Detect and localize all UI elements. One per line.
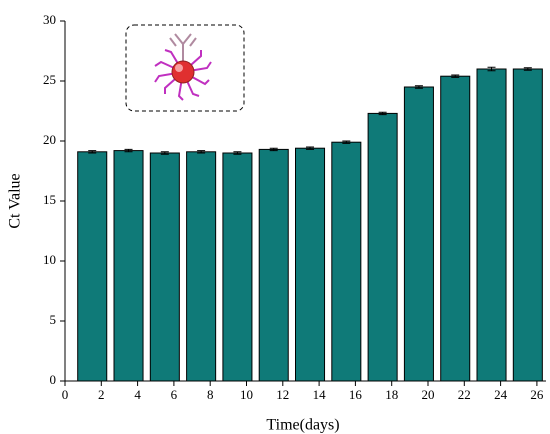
bar xyxy=(513,69,542,381)
x-axis-title: Time(days) xyxy=(266,417,339,434)
y-tick-label: 5 xyxy=(50,312,57,327)
x-tick-label: 24 xyxy=(494,387,508,402)
highlight xyxy=(175,64,183,72)
x-tick-label: 0 xyxy=(62,387,69,402)
chart: Time(days) Ct Value 05101520253002468101… xyxy=(0,0,550,434)
y-tick-label: 20 xyxy=(43,132,56,147)
x-tick-label: 26 xyxy=(530,387,544,402)
x-tick-label: 12 xyxy=(276,387,289,402)
y-tick-label: 15 xyxy=(43,192,56,207)
bar xyxy=(404,87,433,381)
bar xyxy=(296,148,325,381)
x-tick-label: 20 xyxy=(422,387,435,402)
y-tick-label: 25 xyxy=(43,72,56,87)
bar xyxy=(150,153,179,381)
y-tick-label: 30 xyxy=(43,12,56,27)
y-tick-label: 10 xyxy=(43,252,56,267)
bar xyxy=(78,152,107,381)
bar xyxy=(259,149,288,381)
bar xyxy=(332,142,361,381)
bar xyxy=(223,153,252,381)
x-tick-label: 6 xyxy=(171,387,178,402)
bar xyxy=(477,69,506,381)
inset xyxy=(126,25,244,111)
bar xyxy=(114,151,143,381)
y-tick-label: 0 xyxy=(50,372,57,387)
nanoparticle xyxy=(172,61,194,83)
x-tick-label: 4 xyxy=(134,387,141,402)
bar xyxy=(368,113,397,381)
x-tick-label: 10 xyxy=(240,387,253,402)
x-tick-label: 16 xyxy=(349,387,363,402)
bar xyxy=(441,76,470,381)
x-tick-label: 8 xyxy=(207,387,214,402)
x-tick-label: 18 xyxy=(385,387,398,402)
y-axis-title: Ct Value xyxy=(7,173,24,228)
x-tick-label: 14 xyxy=(313,387,327,402)
bar xyxy=(187,152,216,381)
x-tick-label: 22 xyxy=(458,387,471,402)
x-tick-label: 2 xyxy=(98,387,105,402)
